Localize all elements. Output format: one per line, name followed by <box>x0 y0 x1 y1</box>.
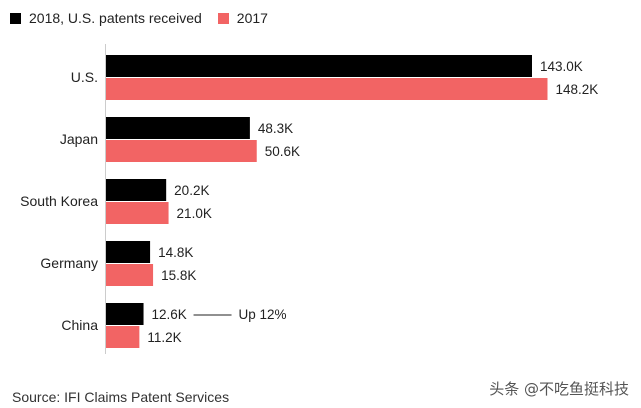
legend-label-2018: 2018, U.S. patents received <box>29 10 202 26</box>
legend-swatch-2017 <box>217 12 229 24</box>
bar-u-s-2017 <box>106 78 548 100</box>
value-label-south-korea-2017: 21.0K <box>177 206 212 221</box>
bar-japan-2018 <box>106 117 250 139</box>
value-label-germany-2018: 14.8K <box>158 245 193 260</box>
value-label-japan-2017: 50.6K <box>265 144 300 159</box>
value-label-china-2018: 12.6K <box>152 307 187 322</box>
value-label-u-s-2018: 143.0K <box>540 59 583 74</box>
bars-group: U.S. 143.0K 148.2K Japan 48.3K 50.6K South Kor… <box>20 55 598 348</box>
bar-germany-2018 <box>106 241 151 263</box>
bar-u-s-2018 <box>106 55 532 77</box>
category-label-south-korea: South Korea <box>20 193 98 209</box>
bar-south-korea-2018 <box>106 179 167 201</box>
bar-germany-2017 <box>106 264 154 286</box>
source-note: Source: IFI Claims Patent Services <box>12 389 230 405</box>
value-label-south-korea-2018: 20.2K <box>174 183 209 198</box>
category-label-china: China <box>61 317 98 333</box>
legend: 2018, U.S. patents received 2017 <box>10 10 284 26</box>
legend-label-2017: 2017 <box>236 10 268 26</box>
legend-item-2018: 2018, U.S. patents received <box>10 10 202 26</box>
legend-swatch-2018 <box>10 12 21 24</box>
value-label-u-s-2017: 148.2K <box>555 82 598 97</box>
category-label-japan: Japan <box>60 131 98 147</box>
legend-item-2017: 2017 <box>217 10 268 26</box>
category-label-germany: Germany <box>40 255 98 271</box>
bar-china-2017 <box>106 326 140 348</box>
bar-south-korea-2017 <box>106 202 169 224</box>
value-label-japan-2018: 48.3K <box>258 121 293 136</box>
category-label-u-s: U.S. <box>71 69 98 85</box>
bar-china-2018 <box>106 303 144 325</box>
annotation-label: Up 12% <box>239 307 287 322</box>
watermark: 头条 @不吃鱼挺科技 <box>489 380 629 398</box>
value-label-china-2017: 11.2K <box>147 330 181 345</box>
value-label-germany-2017: 15.8K <box>161 268 196 283</box>
bar-japan-2017 <box>106 140 257 162</box>
